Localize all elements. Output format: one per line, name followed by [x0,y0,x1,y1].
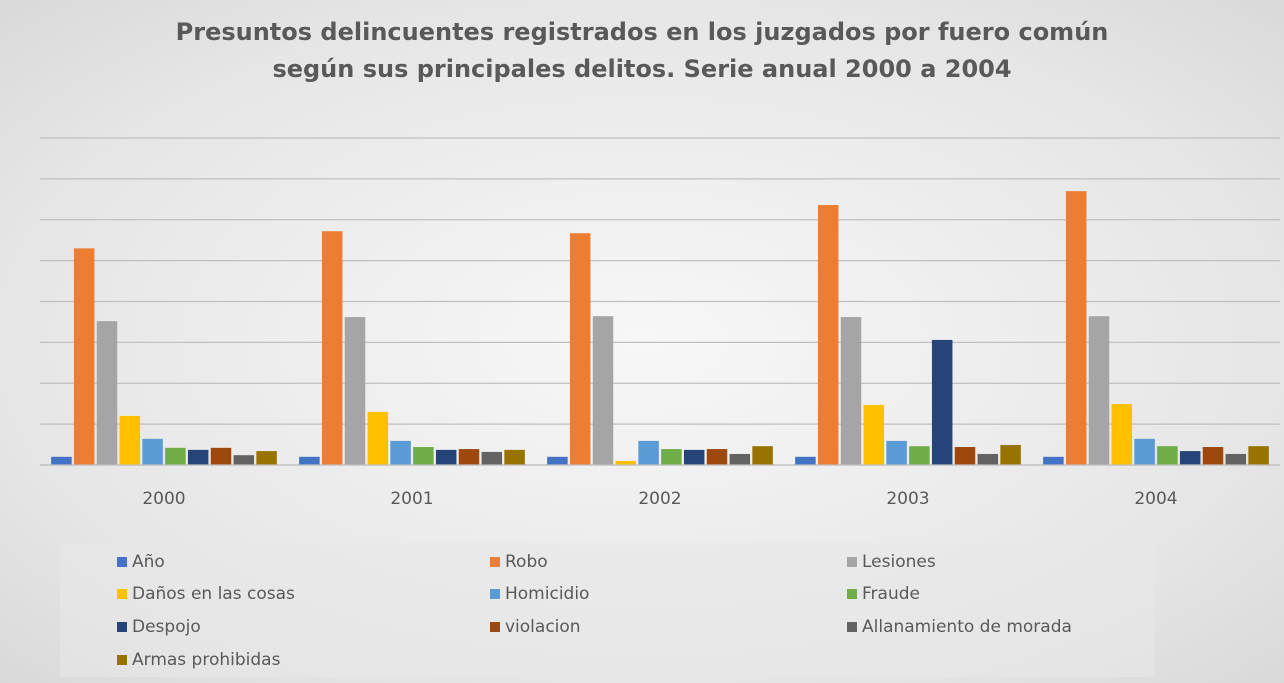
bar [481,451,503,465]
bar [638,440,659,465]
bar [390,440,411,465]
bar [1248,446,1269,465]
legend-label: Lesiones [862,552,936,572]
legend-label: Año [132,552,165,572]
bar [458,449,480,465]
x-tick-label: 2000 [142,489,185,509]
legend-label: Robo [505,552,548,572]
bar [547,456,568,465]
bar [413,447,434,465]
bar [96,321,118,465]
legend-swatch [490,557,500,567]
bar [569,233,591,465]
bar [840,317,862,465]
bar [119,415,141,465]
bar [1043,456,1064,465]
bar [592,316,614,465]
bar [615,460,637,465]
legend-swatch [117,557,127,567]
bar [1134,438,1155,465]
chart-title: Presuntos delincuentes registrados en lo… [175,18,1109,83]
bar [706,449,728,465]
bar [142,438,163,465]
bar [435,449,457,465]
bar [1157,446,1178,465]
bar [863,404,885,465]
bar [210,447,232,465]
legend-swatch [117,589,127,599]
legend-swatch [117,655,127,665]
x-tick-label: 2004 [1134,489,1177,509]
bar [367,411,389,465]
bar [931,339,953,465]
bar [73,248,95,465]
bar [1179,451,1201,465]
bar [1065,191,1087,465]
legend-swatch [847,622,857,632]
bar [1000,444,1021,465]
legend-label: Despojo [132,617,201,637]
bar [661,449,682,465]
legend-swatch [847,589,857,599]
legend-label: violacion [505,617,581,637]
bar [321,231,343,465]
bar [817,205,839,465]
bar [729,453,751,465]
bar [187,449,209,465]
bar [1225,453,1247,465]
bar [683,449,705,465]
x-tick-label: 2002 [638,489,681,509]
legend-label: Armas prohibidas [132,650,281,670]
legend-swatch [490,622,500,632]
bar [752,446,773,465]
bar [1088,316,1110,465]
legend-label: Homicidio [505,584,589,604]
legend-swatch [117,622,127,632]
bar [1202,447,1224,465]
bar [795,456,816,465]
legend-swatch [847,557,857,567]
bar [165,447,186,465]
legend-label: Fraude [862,584,920,604]
bar [977,453,999,465]
legend-swatch [490,589,500,599]
bar [344,317,366,465]
bar [233,455,255,465]
bar [299,456,320,465]
bar [954,447,976,465]
legend-label: Allanamiento de morada [862,617,1072,637]
x-tick-label: 2001 [390,489,433,509]
bar [886,440,907,465]
legend-box [60,543,1155,677]
x-tick-label: 2003 [886,489,929,509]
bar [256,451,277,465]
bar [51,456,72,465]
bar [504,449,525,465]
legend-label: Daños en las cosas [132,584,295,604]
bar [1111,404,1133,465]
bar [909,446,930,465]
